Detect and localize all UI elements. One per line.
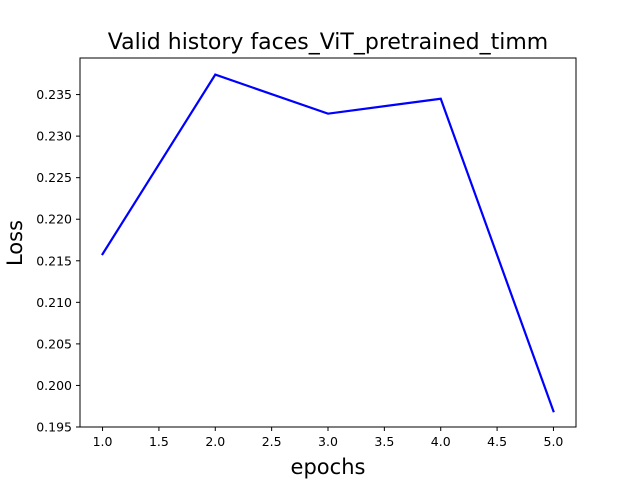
x-axis-ticks: 1.0 1.5 2.0 2.5 3.0 3.5 4.0 4.5 5.0 [93, 427, 564, 449]
y-tick-label: 0.215 [36, 253, 72, 268]
x-tick-label: 4.5 [487, 434, 507, 449]
series-line-0 [101, 73, 555, 413]
x-tick-label: 4.0 [431, 434, 451, 449]
y-tick-label: 0.230 [36, 129, 72, 144]
chart-title: Valid history faces_ViT_pretrained_timm [108, 30, 548, 55]
y-tick-label: 0.195 [36, 420, 72, 435]
y-tick-label: 0.205 [36, 336, 72, 351]
x-tick-label: 1.0 [93, 434, 113, 449]
y-tick-label: 0.200 [36, 378, 72, 393]
y-axis-label: Loss [3, 220, 27, 266]
x-tick-label: 3.5 [374, 434, 394, 449]
y-tick-label: 0.220 [36, 212, 72, 227]
x-tick-label: 5.0 [544, 434, 564, 449]
series-layer [101, 73, 555, 413]
x-axis-label: epochs [291, 455, 366, 479]
y-axis-ticks: 0.195 0.200 0.205 0.210 0.215 0.220 0.225 0.230… [36, 87, 80, 435]
x-tick-label: 1.5 [149, 434, 169, 449]
y-tick-label: 0.235 [36, 87, 72, 102]
plot-area: 1.0 1.5 2.0 2.5 3.0 3.5 4.0 4.5 5.0 0.1950.2000.… [36, 57, 577, 449]
y-tick-label: 0.210 [36, 295, 72, 310]
x-tick-label: 3.0 [318, 434, 338, 449]
axes-frame [79, 57, 577, 428]
x-tick-label: 2.5 [262, 434, 282, 449]
y-tick-label: 0.225 [36, 170, 72, 185]
x-tick-label: 2.0 [205, 434, 225, 449]
